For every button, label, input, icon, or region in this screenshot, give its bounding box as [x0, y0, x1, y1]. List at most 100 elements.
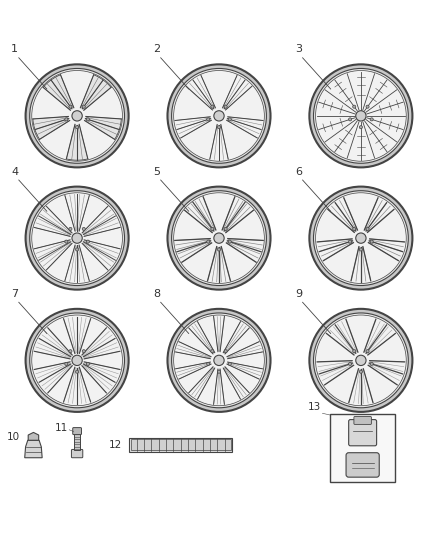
Text: 2: 2: [153, 44, 160, 54]
Circle shape: [228, 362, 231, 366]
Circle shape: [224, 105, 227, 108]
Circle shape: [359, 248, 362, 251]
Circle shape: [359, 126, 362, 129]
Circle shape: [315, 70, 406, 161]
Circle shape: [211, 350, 214, 353]
Text: 1: 1: [11, 44, 18, 54]
Circle shape: [314, 191, 408, 286]
Circle shape: [72, 111, 82, 121]
Text: 10: 10: [7, 432, 20, 442]
Circle shape: [167, 187, 271, 289]
Circle shape: [172, 68, 266, 163]
Circle shape: [366, 350, 369, 353]
Circle shape: [32, 70, 123, 161]
Bar: [131, 439, 231, 450]
Circle shape: [82, 228, 85, 230]
Circle shape: [309, 309, 413, 412]
FancyBboxPatch shape: [346, 453, 379, 477]
Circle shape: [314, 313, 408, 408]
FancyBboxPatch shape: [73, 427, 81, 434]
Circle shape: [214, 233, 224, 243]
Circle shape: [173, 315, 265, 406]
FancyBboxPatch shape: [71, 449, 83, 458]
Text: 12: 12: [108, 440, 122, 450]
Circle shape: [228, 240, 231, 243]
Bar: [130, 438, 232, 451]
Circle shape: [214, 111, 224, 121]
Circle shape: [356, 355, 366, 366]
Text: 6: 6: [295, 166, 302, 176]
Circle shape: [228, 118, 231, 121]
Circle shape: [217, 248, 221, 251]
Bar: [330, 414, 395, 482]
Circle shape: [69, 228, 72, 230]
Circle shape: [25, 187, 129, 289]
Circle shape: [214, 355, 224, 366]
Circle shape: [65, 362, 68, 366]
FancyBboxPatch shape: [354, 417, 371, 424]
FancyBboxPatch shape: [349, 419, 377, 446]
Circle shape: [353, 350, 356, 353]
Polygon shape: [81, 76, 110, 110]
Circle shape: [25, 64, 129, 167]
Circle shape: [167, 309, 271, 412]
Circle shape: [314, 68, 408, 163]
Text: 5: 5: [153, 166, 160, 176]
Circle shape: [353, 228, 356, 230]
Circle shape: [217, 126, 221, 129]
Circle shape: [217, 370, 221, 373]
Circle shape: [86, 240, 89, 243]
Circle shape: [211, 228, 214, 230]
Polygon shape: [25, 440, 42, 458]
Circle shape: [370, 118, 373, 121]
Text: 11: 11: [55, 423, 68, 433]
Polygon shape: [28, 432, 39, 440]
Circle shape: [349, 362, 352, 366]
Circle shape: [366, 105, 369, 108]
Circle shape: [65, 118, 68, 121]
Circle shape: [211, 105, 214, 108]
Circle shape: [207, 362, 210, 366]
Circle shape: [30, 191, 124, 286]
Circle shape: [25, 309, 129, 412]
Circle shape: [172, 313, 266, 408]
Circle shape: [69, 105, 72, 108]
Circle shape: [32, 315, 123, 406]
Circle shape: [65, 240, 68, 243]
Text: 3: 3: [295, 44, 302, 54]
Circle shape: [356, 111, 366, 121]
Text: 4: 4: [11, 166, 18, 176]
Circle shape: [30, 313, 124, 408]
Circle shape: [370, 240, 373, 243]
Circle shape: [72, 355, 82, 366]
Polygon shape: [85, 117, 121, 139]
Circle shape: [356, 233, 366, 243]
Circle shape: [82, 105, 85, 108]
Circle shape: [76, 370, 79, 373]
Circle shape: [173, 70, 265, 161]
Circle shape: [207, 240, 210, 243]
Circle shape: [69, 350, 72, 353]
Circle shape: [30, 68, 124, 163]
Circle shape: [167, 64, 271, 167]
Circle shape: [82, 350, 85, 353]
Polygon shape: [33, 117, 69, 139]
Circle shape: [207, 118, 210, 121]
Circle shape: [353, 105, 356, 108]
Circle shape: [172, 191, 266, 286]
Circle shape: [32, 193, 123, 284]
Bar: [74, 434, 80, 450]
Circle shape: [76, 248, 79, 251]
Circle shape: [315, 193, 406, 284]
Circle shape: [86, 362, 89, 366]
Circle shape: [349, 118, 352, 121]
Text: 7: 7: [11, 289, 18, 299]
Circle shape: [72, 233, 82, 243]
Circle shape: [224, 228, 227, 230]
Polygon shape: [44, 76, 74, 110]
Text: 13: 13: [307, 402, 321, 412]
Polygon shape: [67, 125, 87, 160]
Circle shape: [359, 370, 362, 373]
Text: 8: 8: [153, 289, 160, 299]
Text: 9: 9: [295, 289, 302, 299]
